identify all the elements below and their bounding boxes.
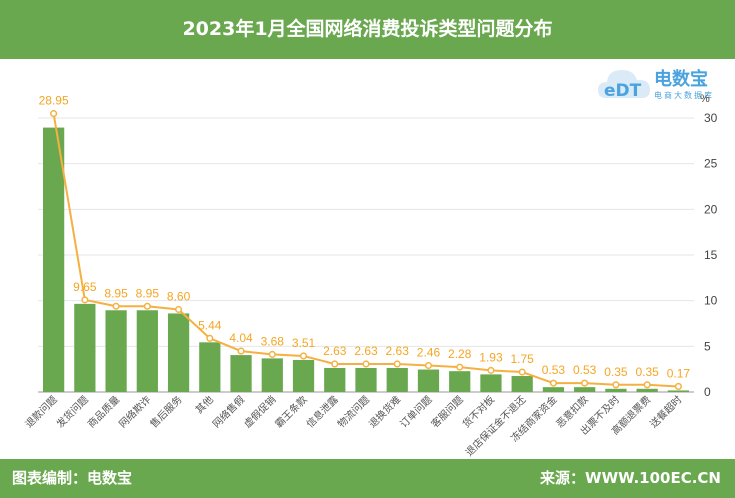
y-tick-label: 5 [704,339,711,353]
bar [324,367,346,392]
data-label: 0.53 [573,363,597,377]
x-tick-label: 其他 [193,393,216,416]
x-tick-label: 客服问题 [428,393,465,430]
footer-bar: 图表编制：电数宝 来源：WWW.100EC.CN [0,459,735,498]
x-tick-label: 商品质量 [85,393,122,430]
bar [42,127,65,392]
logo-name: 电数宝 [654,69,708,90]
data-label: 0.53 [542,363,566,377]
data-label: 8.60 [167,289,191,303]
data-label: 5.44 [198,318,222,332]
trend-point [206,334,214,342]
complaint-distribution-chart: 0 5 10 15 20 25 30% 28.95 9.65 8.95 8.95 8.60 5.44 4.… [22,93,718,459]
x-tick-label: 发货问题 [54,393,91,430]
data-label: 8.95 [104,286,128,300]
data-label: 2.63 [323,344,347,358]
data-label: 1.75 [511,352,535,366]
data-label: 2.46 [417,346,441,360]
data-label: 1.93 [479,350,503,364]
x-tick-label: 虚假促销 [241,393,278,430]
trend-point [549,379,557,387]
data-label: 2.63 [386,344,410,358]
trend-point [612,381,620,389]
trend-point [581,379,589,387]
cloud-logo-icon: eDT [598,70,650,101]
trend-point [674,382,682,390]
y-tick-label: 20 [704,202,718,216]
x-tick-label: 退款问题 [22,393,59,430]
data-label: 0.35 [635,365,659,379]
bar [542,387,565,392]
x-tick-label: 售后服务 [147,393,184,430]
bar [261,358,283,392]
trend-point [237,347,245,355]
y-unit-label: % [700,93,710,105]
bar [480,374,502,392]
footer-source: 来源：WWW.100EC.CN [540,469,721,487]
bar [355,367,377,392]
y-tick-label: 30 [704,111,718,125]
bar [136,310,158,392]
trend-point [143,302,151,310]
header-bar: 2023年1月全国网络消费投诉类型问题分布 [0,0,735,59]
trend-point [487,366,495,374]
bar [605,388,627,392]
data-label: 3.51 [292,336,316,350]
y-tick-label: 25 [704,157,718,171]
x-tick-label: 退换货难 [366,393,403,430]
y-tick-label: 15 [704,248,718,262]
trend-point [456,363,464,371]
x-tick-label: 送餐超时 [647,393,684,430]
data-label: 2.28 [448,347,472,361]
x-tick-label: 霸王条款 [272,393,309,430]
bar [636,388,658,392]
x-tick-label: 订单问题 [397,393,434,430]
data-label: 9.65 [73,280,97,294]
data-label: 0.17 [667,366,691,380]
trend-point [50,110,58,118]
trend-point [518,368,526,376]
y-tick-label: 0 [704,385,711,399]
data-label: 3.68 [261,334,285,348]
trend-point [175,305,183,314]
bar [417,369,440,392]
bar [574,387,596,392]
x-tick-label: 物流问题 [335,393,372,430]
y-tick-label: 10 [704,294,718,308]
trend-point [299,352,308,360]
data-label: 2.63 [354,344,378,358]
x-tick-label: 网络欺诈 [116,393,153,430]
bar [105,310,127,392]
bar [511,376,533,392]
bar [199,342,221,392]
data-label: 0.35 [604,365,628,379]
data-label: 4.04 [229,331,253,345]
trend-point [112,302,120,310]
bar [667,390,690,392]
logo-subtitle: 电商大数据库 [654,91,714,100]
chart-title: 2023年1月全国网络消费投诉类型问题分布 [182,18,553,40]
x-tick-label: 网络售假 [210,393,247,430]
data-label: 8.95 [136,286,160,300]
logo-mark: eDT [604,81,642,101]
bar [167,313,190,392]
data-label: 28.95 [39,94,69,108]
trend-point [424,361,433,370]
x-tick-label: 信息泄露 [303,393,340,430]
bar [292,359,315,392]
trend-point [393,360,401,368]
trend-point [268,350,276,358]
footer-credit: 图表编制：电数宝 [12,469,133,487]
bar [386,367,408,392]
bar [449,371,471,392]
trend-point [81,296,89,304]
bar [230,355,252,392]
bar [74,303,96,392]
trend-point [643,381,651,389]
edt-logo: eDT 电数宝 电商大数据库 [598,64,718,104]
trend-point [331,360,339,368]
trend-point [362,360,370,368]
